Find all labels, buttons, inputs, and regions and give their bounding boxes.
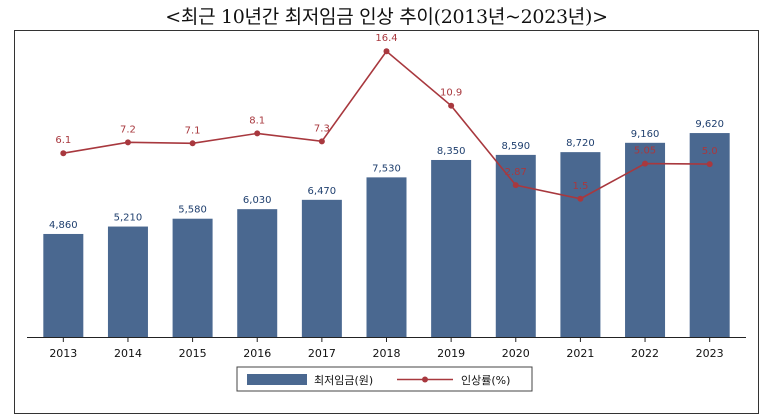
line-label-2015: 7.1 xyxy=(185,125,201,136)
line-label-2013: 6.1 xyxy=(55,135,71,146)
bar-2016 xyxy=(237,209,278,337)
line-point-2016 xyxy=(254,130,261,137)
bar-2021 xyxy=(560,152,601,337)
line-label-2017: 7.3 xyxy=(314,123,330,134)
line-point-2018 xyxy=(383,48,390,55)
line-point-2013 xyxy=(60,150,67,157)
x-tick-label-2023: 2023 xyxy=(696,347,724,360)
line-label-2019: 10.9 xyxy=(440,88,462,99)
line-label-2018: 16.4 xyxy=(375,33,397,44)
x-tick-label-2018: 2018 xyxy=(373,347,401,360)
bar-2014 xyxy=(107,226,148,337)
bar-label-2013: 4,860 xyxy=(49,220,78,231)
line-label-2020: 2.87 xyxy=(505,167,527,178)
bar-2017 xyxy=(301,199,342,337)
line-point-2022 xyxy=(642,160,649,167)
bar-label-2020: 8,590 xyxy=(501,141,530,152)
chart-title: <최근 10년간 최저임금 인상 추이(2013년~2023년)> xyxy=(165,6,608,28)
legend-line-marker xyxy=(422,376,428,383)
bar-label-2014: 5,210 xyxy=(114,213,143,224)
x-tick-label-2015: 2015 xyxy=(179,347,207,360)
bar-2018 xyxy=(366,177,407,337)
line-point-2023 xyxy=(706,161,713,168)
bar-label-2022: 9,160 xyxy=(631,129,660,140)
line-point-2019 xyxy=(448,102,455,109)
x-tick-label-2019: 2019 xyxy=(437,347,465,360)
bar-2022 xyxy=(625,142,666,337)
x-tick-label-2017: 2017 xyxy=(308,347,336,360)
chart-frame: 4,860 5,210 5,580 6,030 6,470 7,530 8,350 8,590… xyxy=(14,30,759,414)
x-tick-label-2016: 2016 xyxy=(243,347,271,360)
bar-label-2019: 8,350 xyxy=(437,146,466,157)
bar-2019 xyxy=(431,159,472,337)
bar-2015 xyxy=(172,218,213,337)
line-label-2022: 5.05 xyxy=(634,146,656,157)
bar-label-2017: 6,470 xyxy=(308,186,337,197)
line-label-2016: 8.1 xyxy=(249,115,265,126)
line-point-2021 xyxy=(577,195,584,202)
x-tick-label-2021: 2021 xyxy=(566,347,594,360)
legend-bar-label: 최저임금(원) xyxy=(314,374,373,387)
line-label-2023: 5.0 xyxy=(702,146,718,157)
line-series-rate xyxy=(63,50,710,200)
x-tick-label-2014: 2014 xyxy=(114,347,142,360)
bar-label-2015: 5,580 xyxy=(178,205,207,216)
line-label-2014: 7.2 xyxy=(120,124,136,135)
line-point-2014 xyxy=(124,139,131,146)
bar-label-2016: 6,030 xyxy=(243,195,272,206)
bar-label-2023: 9,620 xyxy=(695,119,724,130)
line-point-2015 xyxy=(189,140,196,147)
x-tick-label-2020: 2020 xyxy=(502,347,530,360)
combo-chart: 4,860 5,210 5,580 6,030 6,470 7,530 8,350 8,590… xyxy=(27,33,746,392)
line-label-2021: 1.5 xyxy=(572,181,588,192)
bar-label-2021: 8,720 xyxy=(566,138,595,149)
legend-line-label: 인상률(%) xyxy=(461,374,510,387)
bar-2013 xyxy=(43,233,84,337)
line-point-2017 xyxy=(318,138,325,145)
bar-label-2018: 7,530 xyxy=(372,163,401,174)
legend-bar-swatch xyxy=(247,374,307,385)
line-point-2020 xyxy=(512,182,519,189)
x-tick-label-2022: 2022 xyxy=(631,347,659,360)
x-tick-label-2013: 2013 xyxy=(49,347,77,360)
